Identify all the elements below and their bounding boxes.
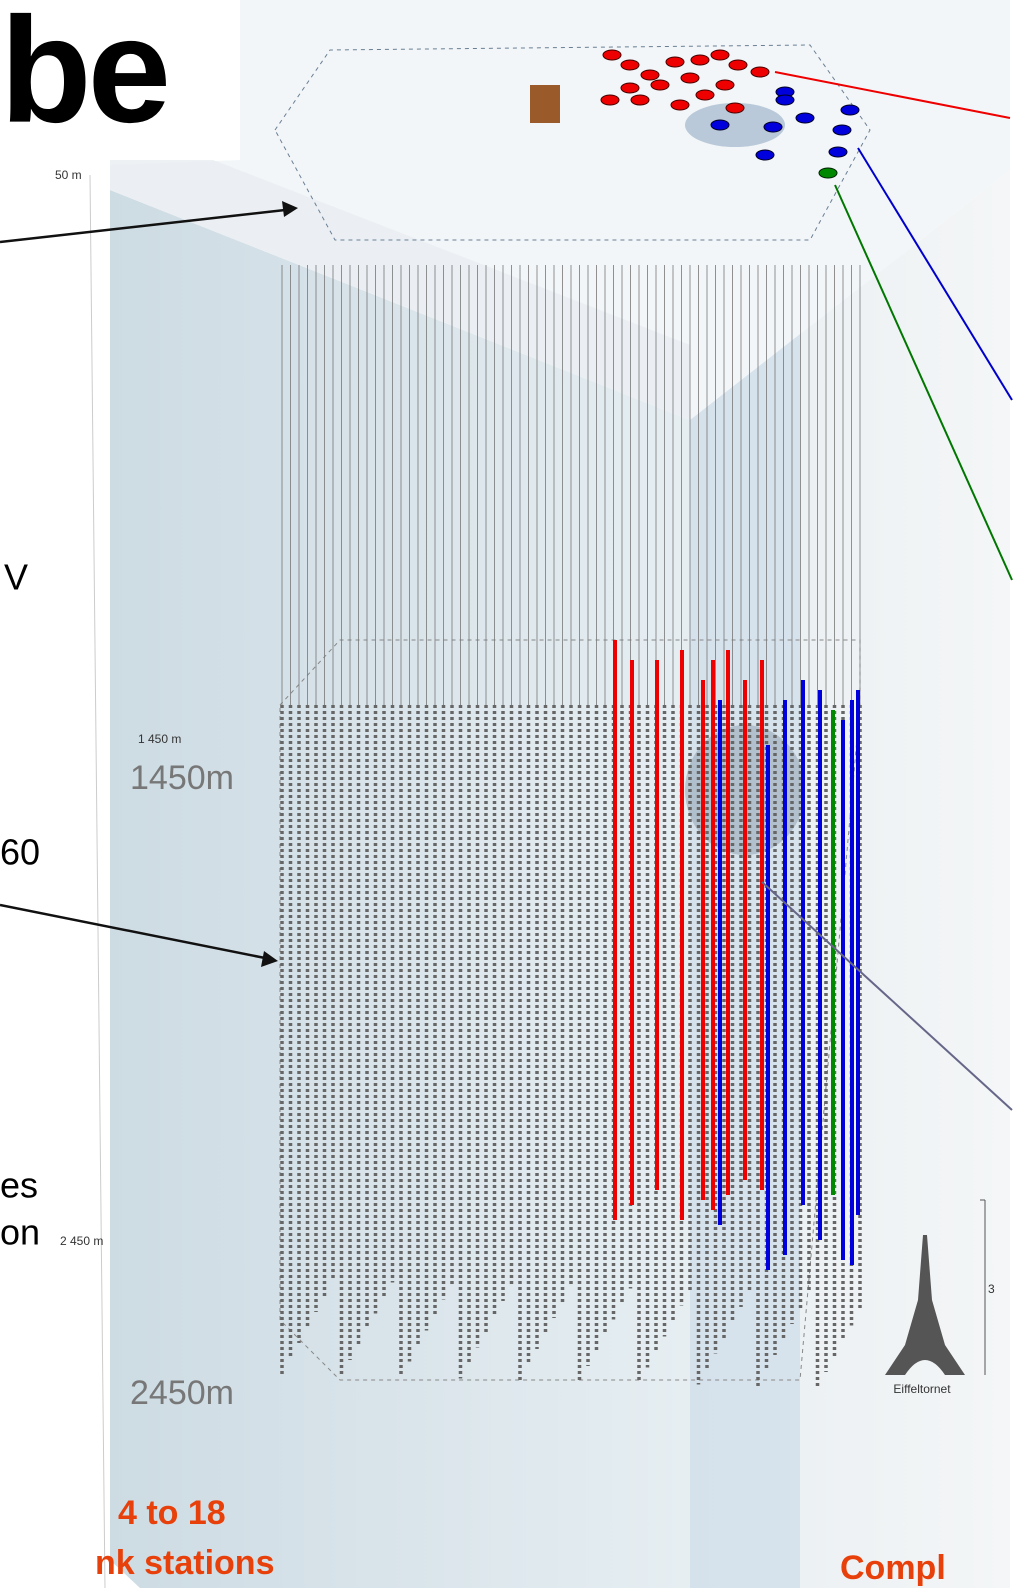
station-red	[621, 60, 639, 70]
station-blue	[833, 125, 851, 135]
station-red	[696, 90, 714, 100]
depth-label: 2 450 m	[60, 1234, 103, 1248]
station-blue	[764, 122, 782, 132]
depth-callout: 1450m	[130, 759, 234, 797]
station-red	[681, 73, 699, 83]
footer-text: Compl	[840, 1549, 946, 1587]
station-red	[729, 60, 747, 70]
station-red	[726, 103, 744, 113]
station-red	[631, 95, 649, 105]
slide: be 50 m 1 450 m 2 450 m 1450m 2450m V 60…	[0, 0, 1024, 1588]
station-red	[601, 95, 619, 105]
station-red	[751, 67, 769, 77]
body-text: V	[4, 557, 28, 598]
depth-label: 50 m	[55, 168, 82, 182]
station-blue	[776, 95, 794, 105]
footer-text: 4 to 18	[118, 1494, 226, 1532]
depth-axis	[90, 175, 105, 1588]
title: be	[0, 0, 167, 154]
station-blue	[711, 120, 729, 130]
depth-label: 1 450 m	[138, 732, 181, 746]
station-red	[671, 100, 689, 110]
body-text: es	[0, 1165, 38, 1206]
body-text: 60	[0, 832, 40, 873]
ice-block	[110, 0, 1010, 1588]
station-blue	[841, 105, 859, 115]
station-red	[691, 55, 709, 65]
station-red	[651, 80, 669, 90]
station-green	[819, 168, 837, 178]
body-text: on	[0, 1212, 40, 1253]
station-blue	[796, 113, 814, 123]
station-red	[621, 83, 639, 93]
eiffel-label: Eiffeltornet	[893, 1382, 951, 1396]
station-red	[666, 57, 684, 67]
depth-callout: 2450m	[130, 1374, 234, 1412]
station-blue	[829, 147, 847, 157]
footer-text: nk stations	[95, 1544, 274, 1582]
station-red	[641, 70, 659, 80]
eiffel-height: 3	[988, 1282, 995, 1296]
station-red	[603, 50, 621, 60]
station-red	[716, 80, 734, 90]
station-blue	[756, 150, 774, 160]
station-red	[711, 50, 729, 60]
